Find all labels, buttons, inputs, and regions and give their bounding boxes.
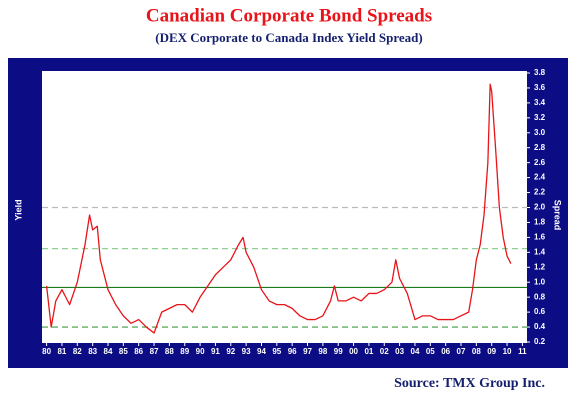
chart-subtitle: (DEX Corporate to Canada Index Yield Spr…	[155, 30, 422, 45]
x-tick-label: 81	[57, 347, 66, 356]
x-tick-label: 83	[88, 347, 97, 356]
x-tick-label: 03	[395, 347, 404, 356]
y-tick-label: 3.6	[534, 83, 546, 92]
y-tick-label: 2.2	[534, 188, 546, 197]
y-tick-label: 2.0	[534, 203, 546, 212]
y-tick-label: 2.8	[534, 143, 546, 152]
x-tick-label: 82	[73, 347, 82, 356]
x-tick-label: 91	[211, 347, 220, 356]
y-tick-label: 3.4	[534, 98, 546, 107]
x-tick-label: 93	[242, 347, 251, 356]
x-tick-label: 89	[180, 347, 189, 356]
source-note: Source: TMX Group Inc.	[394, 376, 545, 391]
x-tick-label: 85	[119, 347, 128, 356]
y-tick-label: 1.4	[534, 247, 546, 256]
y-tick-label: 2.6	[534, 158, 546, 167]
y-tick-label: 3.8	[534, 68, 546, 77]
x-tick-label: 92	[226, 347, 235, 356]
y-tick-label: 3.2	[534, 113, 546, 122]
x-tick-label: 09	[487, 347, 496, 356]
y-axis-label-left: Yield	[13, 199, 23, 220]
y-tick-label: 2.4	[534, 173, 546, 182]
x-tick-label: 80	[42, 347, 51, 356]
x-tick-label: 95	[272, 347, 281, 356]
y-tick-label: 0.6	[534, 307, 546, 316]
y-tick-label: 1.6	[534, 232, 546, 241]
x-tick-label: 97	[303, 347, 312, 356]
x-tick-label: 07	[457, 347, 466, 356]
series-line	[45, 83, 512, 334]
x-tick-label: 04	[411, 347, 420, 356]
y-tick-label: 1.0	[534, 277, 546, 286]
x-tick-label: 94	[257, 347, 266, 356]
x-tick-label: 01	[364, 347, 373, 356]
x-tick-label: 96	[288, 347, 297, 356]
y-tick-label: 1.8	[534, 218, 546, 227]
y-axis-label-right: Spread	[553, 200, 563, 231]
x-tick-label: 90	[196, 347, 205, 356]
y-tick-label: 3.0	[534, 128, 546, 137]
y-tick-label: 0.8	[534, 292, 546, 301]
x-tick-label: 86	[134, 347, 143, 356]
y-tick-label: 0.4	[534, 322, 546, 331]
y-tick-label: 1.2	[534, 262, 546, 271]
x-tick-label: 08	[472, 347, 481, 356]
y-tick-label: 0.2	[534, 337, 546, 346]
x-tick-label: 84	[104, 347, 113, 356]
x-tick-label: 87	[150, 347, 159, 356]
x-tick-label: 98	[318, 347, 327, 356]
x-tick-label: 11	[518, 347, 527, 356]
x-tick-label: 99	[334, 347, 343, 356]
x-tick-label: 88	[165, 347, 174, 356]
x-tick-label: 00	[349, 347, 358, 356]
x-tick-label: 05	[426, 347, 435, 356]
chart-title: Canadian Corporate Bond Spreads	[146, 5, 432, 26]
x-tick-label: 10	[503, 347, 512, 356]
x-tick-label: 06	[441, 347, 450, 356]
x-tick-label: 02	[380, 347, 389, 356]
